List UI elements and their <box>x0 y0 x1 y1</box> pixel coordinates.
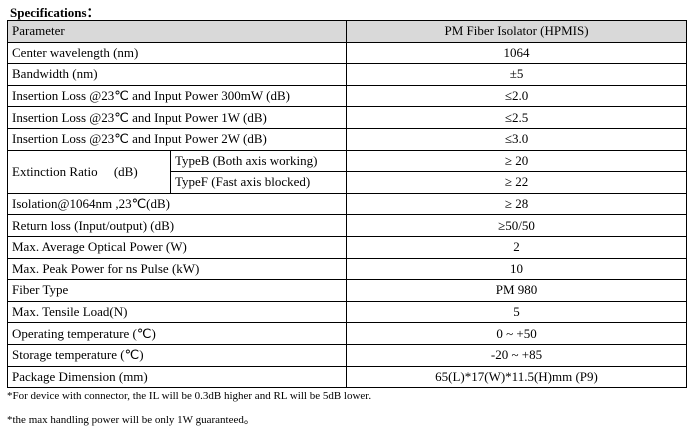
value-cell: PM 980 <box>346 279 688 302</box>
row: Return loss (Input/output) (dB) ≥50/50 <box>6 214 688 237</box>
header-row: Parameter PM Fiber Isolator (HPMIS) <box>6 20 688 43</box>
value-cell: 65(L)*17(W)*11.5(H)mm (P9) <box>346 365 688 389</box>
parameter-cell: Operating temperature (℃) <box>6 322 348 345</box>
row: Max. Tensile Load(N) 5 <box>6 300 688 324</box>
value-cell: -20 ~ +85 <box>346 343 688 367</box>
value-cell: ±5 <box>346 63 688 86</box>
value-cell: 0 ~ +50 <box>346 322 688 345</box>
row: Bandwidth (nm) ±5 <box>6 63 688 86</box>
row: Max. Peak Power for ns Pulse (kW) 10 <box>6 257 688 281</box>
parameter-cell: Extinction Ratio (dB) <box>7 149 171 194</box>
row: TypeF (Fast axis blocked) ≥ 22 <box>8 171 688 194</box>
value-cell: 2 <box>346 235 688 259</box>
value-cell: ≥ 20 <box>346 149 688 173</box>
spec-table: Parameter PM Fiber Isolator (HPMIS) Center… <box>6 20 688 389</box>
row: Operating temperature (℃) 0 ~ +50 <box>6 322 688 345</box>
header-cell: Parameter <box>6 20 348 43</box>
parameter-cell: Storage temperature (℃) <box>6 343 348 367</box>
value-cell: 10 <box>346 257 688 281</box>
value-cell: 5 <box>346 300 688 324</box>
parameter-cell: Bandwidth (nm) <box>6 63 348 86</box>
row: Storage temperature (℃) -20 ~ +85 <box>6 343 688 367</box>
parameter-cell: Insertion Loss @23℃ and Input Power 1W (… <box>6 106 348 129</box>
row: Insertion Loss @23℃ and Input Power 2W (… <box>6 127 688 151</box>
row: Insertion Loss @23℃ and Input Power 1W (… <box>6 106 688 129</box>
parameter-cell: Center wavelength (nm) <box>6 41 348 65</box>
row: Isolation@1064nm ,23℃(dB) ≥ 28 <box>6 192 688 216</box>
row: Max. Average Optical Power (W) 2 <box>6 235 688 259</box>
header-cell: PM Fiber Isolator (HPMIS) <box>346 20 688 43</box>
value-cell: ≥50/50 <box>346 214 688 237</box>
row: Fiber Type PM 980 <box>6 279 688 302</box>
parameter-cell: Package Dimension (mm) <box>6 365 348 389</box>
value-cell: ≥ 22 <box>346 171 688 194</box>
footnote: *For device with connector, the IL will … <box>7 390 372 402</box>
row: Extinction Ratio (dB) TypeB (Both axis wo… <box>7 149 688 194</box>
parameter-cell: Max. Tensile Load(N) <box>6 300 348 324</box>
parameter-cell: Isolation@1064nm ,23℃(dB) <box>6 192 348 216</box>
row: Center wavelength (nm) 1064 <box>6 41 688 65</box>
type-cell: TypeB (Both axis working) <box>169 149 348 173</box>
footnote: *the max handling power will be only 1W … <box>7 414 255 426</box>
value-cell: ≤2.5 <box>346 106 688 129</box>
value-cell: ≤2.0 <box>346 84 688 108</box>
parameter-cell: Return loss (Input/output) (dB) <box>6 214 348 237</box>
row: Insertion Loss @23℃ and Input Power 300m… <box>6 84 688 108</box>
value-cell: ≥ 28 <box>346 192 688 216</box>
value-cell: 1064 <box>346 41 688 65</box>
title: Specifications： <box>10 5 100 20</box>
parameter-cell: Fiber Type <box>6 279 348 302</box>
parameter-cell: Max. Average Optical Power (W) <box>6 235 348 259</box>
value-cell: ≤3.0 <box>346 127 688 151</box>
type-cell: TypeF (Fast axis blocked) <box>169 171 348 194</box>
parameter-cell: Max. Peak Power for ns Pulse (kW) <box>6 257 348 281</box>
parameter-cell: Insertion Loss @23℃ and Input Power 300m… <box>6 84 348 108</box>
parameter-cell: Insertion Loss @23℃ and Input Power 2W (… <box>6 127 348 151</box>
row: Package Dimension (mm) 65(L)*17(W)*11.5(H… <box>6 365 688 389</box>
